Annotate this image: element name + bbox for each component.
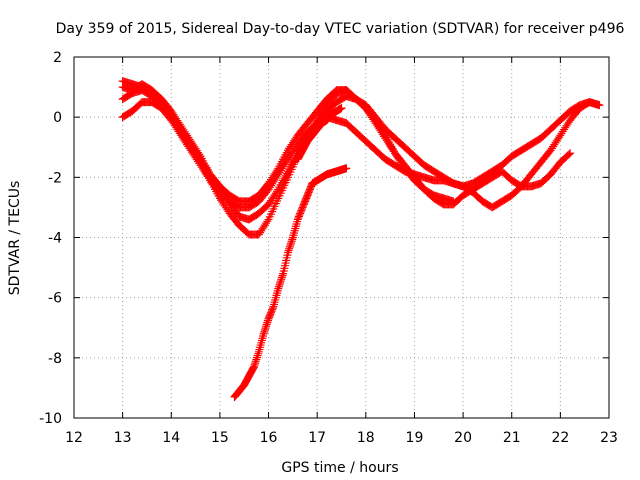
data-point-marker xyxy=(251,359,260,368)
data-point-marker xyxy=(252,353,261,362)
x-tick-label: 18 xyxy=(357,430,375,446)
y-tick-label: -4 xyxy=(48,231,62,247)
data-point-marker xyxy=(277,273,286,282)
chart-title: Day 359 of 2015, Sidereal Day-to-day VTE… xyxy=(56,21,625,37)
y-tick-label: 0 xyxy=(53,110,62,126)
data-point-marker xyxy=(288,235,297,244)
data-point-marker xyxy=(260,327,269,336)
y-tick-label: -2 xyxy=(48,170,62,186)
data-point-marker xyxy=(277,275,286,284)
data-point-marker xyxy=(261,324,270,333)
data-point-marker xyxy=(251,357,260,366)
data-point-marker xyxy=(566,149,575,158)
data-point-marker xyxy=(259,329,268,338)
data-point-marker xyxy=(287,239,296,248)
data-point-marker xyxy=(276,277,285,286)
data-point-marker xyxy=(284,248,292,257)
x-tick-label: 12 xyxy=(65,430,83,446)
data-point-marker xyxy=(252,355,261,364)
data-point-marker xyxy=(274,284,283,293)
y-tick-label: -6 xyxy=(48,291,62,307)
x-tick-label: 16 xyxy=(260,430,278,446)
data-point-marker xyxy=(275,280,284,289)
data-point-marker xyxy=(262,320,271,329)
y-axis-label: SDTVAR / TECUs xyxy=(7,181,23,296)
data-point-marker xyxy=(337,104,346,113)
x-tick-label: 15 xyxy=(211,430,229,446)
data-point-marker xyxy=(284,246,293,255)
x-tick-label: 17 xyxy=(308,430,326,446)
data-point-marker xyxy=(253,351,262,360)
x-tick-label: 23 xyxy=(600,430,618,446)
y-tick-label: -10 xyxy=(39,411,62,427)
series-track-d xyxy=(118,77,575,209)
axis-ticks: 12 13 14 15 16 17 18 19 20 21 22 23 -10 -8 -6 -4 -2 0 2 xyxy=(39,50,618,446)
data-point-marker xyxy=(250,360,259,369)
data-point-marker xyxy=(254,349,263,358)
data-point-marker xyxy=(262,322,271,331)
x-tick-label: 22 xyxy=(551,430,569,446)
y-tick-label: -8 xyxy=(48,351,62,367)
series-track-e xyxy=(230,164,351,401)
x-tick-label: 13 xyxy=(114,430,132,446)
data-point-marker xyxy=(273,166,282,175)
x-tick-label: 20 xyxy=(454,430,472,446)
data-point-marker xyxy=(285,244,294,253)
data-point-marker xyxy=(273,187,282,196)
plot-frame xyxy=(73,56,610,419)
x-axis-label: GPS time / hours xyxy=(281,460,398,476)
data-point-marker xyxy=(263,217,272,226)
data-point-marker xyxy=(287,237,296,246)
data-point-marker xyxy=(263,318,272,327)
data-point-marker xyxy=(249,362,258,371)
x-tick-label: 21 xyxy=(503,430,521,446)
data-point-marker xyxy=(342,164,351,173)
data-point-marker xyxy=(268,304,277,313)
data-point-marker xyxy=(274,282,283,291)
data-points xyxy=(118,77,604,401)
series-track-f xyxy=(293,104,346,164)
data-point-marker xyxy=(260,326,269,335)
data-point-marker xyxy=(263,316,272,325)
y-tick-label: 2 xyxy=(53,50,62,66)
data-point-marker xyxy=(276,279,285,288)
x-tick-label: 19 xyxy=(406,430,424,446)
data-point-marker xyxy=(595,101,604,110)
data-point-marker xyxy=(278,271,287,280)
data-point-marker xyxy=(285,242,294,251)
data-point-marker xyxy=(564,150,573,159)
data-point-marker xyxy=(286,241,295,250)
x-tick-label: 14 xyxy=(162,430,180,446)
